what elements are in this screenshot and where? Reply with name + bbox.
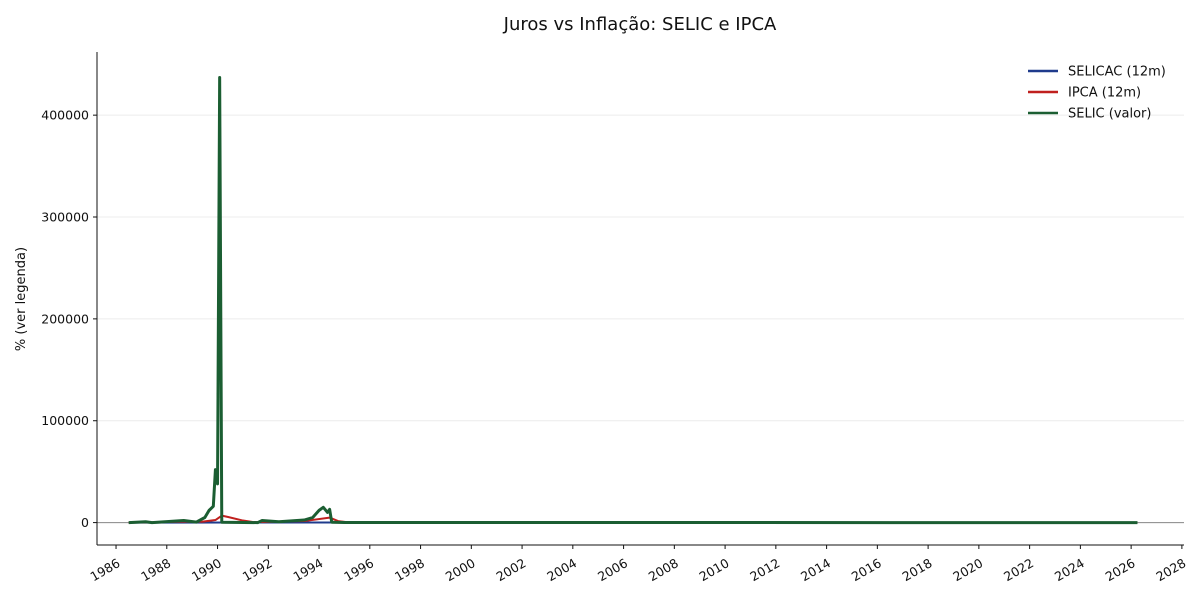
x-tick-label: 2004 [544, 555, 579, 584]
x-tick-label: 1992 [240, 555, 275, 584]
x-tick-label: 2014 [798, 555, 833, 584]
legend-label: SELIC (valor) [1068, 107, 1151, 122]
x-ticks: 1986 1988 1990 1992 1994 1996 1998 2000 2002 2004… [87, 545, 1188, 584]
legend-label: SELICAC (12m) [1068, 65, 1166, 80]
grid-lines [97, 114, 1184, 524]
y-tick-label: 100000 [41, 413, 89, 428]
chart-title: Juros vs Inflação: SELIC e IPCA [503, 14, 777, 35]
x-tick-label: 1994 [291, 555, 326, 584]
x-tick-label: 2028 [1153, 555, 1188, 584]
x-tick-label: 2022 [1001, 555, 1036, 584]
series-group [128, 75, 1138, 525]
legend: SELICAC (12m) IPCA (12m) SELIC (valor) [1028, 65, 1166, 122]
y-tick-label: 0 [81, 515, 89, 530]
x-tick-label: 2010 [697, 555, 732, 584]
series-line-selic-valor [128, 75, 1138, 525]
x-tick-label: 2008 [646, 555, 681, 584]
legend-label: IPCA (12m) [1068, 86, 1141, 101]
x-tick-label: 1996 [341, 555, 376, 584]
x-tick-label: 1998 [392, 555, 427, 584]
y-ticks: 0 100000 200000 300000 400000 [41, 108, 97, 530]
x-tick-label: 2018 [900, 555, 935, 584]
x-tick-label: 2012 [747, 555, 782, 584]
y-tick-label: 200000 [41, 311, 89, 326]
x-tick-label: 1986 [87, 555, 122, 584]
x-tick-label: 2006 [595, 555, 630, 584]
y-tick-label: 400000 [41, 108, 89, 123]
y-tick-label: 300000 [41, 210, 89, 225]
x-tick-label: 1988 [138, 555, 173, 584]
x-tick-label: 2026 [1103, 555, 1138, 584]
x-tick-label: 1990 [189, 555, 224, 584]
y-axis-label: % (ver legenda) [14, 247, 29, 351]
x-tick-label: 2020 [950, 555, 985, 584]
x-tick-label: 2024 [1052, 555, 1087, 584]
x-tick-label: 2002 [494, 555, 529, 584]
x-tick-label: 2000 [443, 555, 478, 584]
x-tick-label: 2016 [849, 555, 884, 584]
